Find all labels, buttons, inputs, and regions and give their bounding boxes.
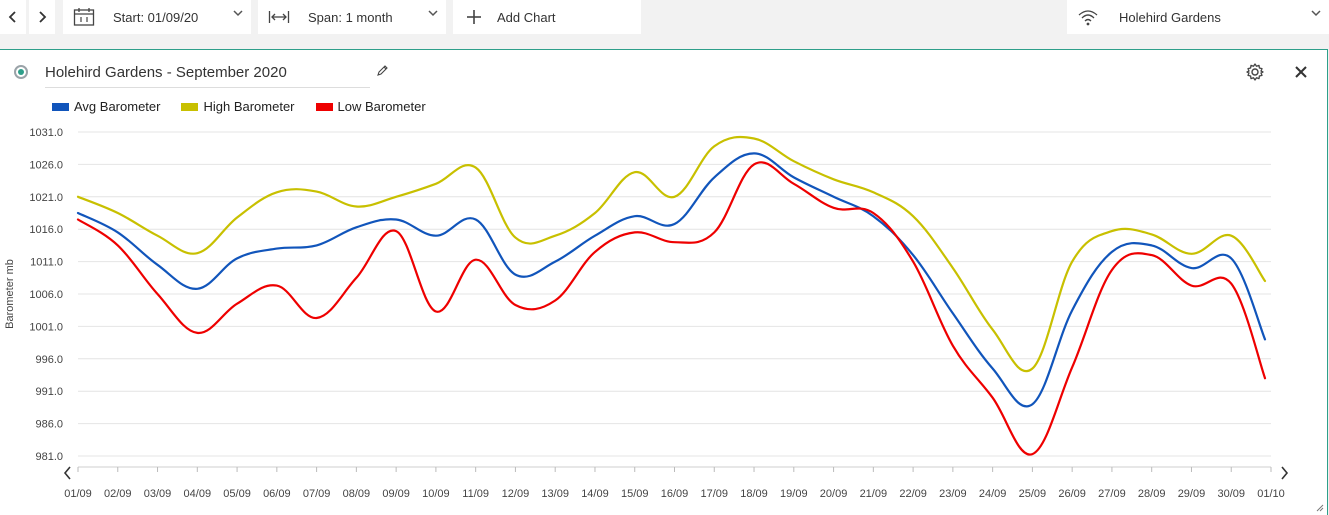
x-tick-label: 29/09 bbox=[1178, 488, 1206, 500]
x-tick-label: 11/09 bbox=[462, 488, 489, 500]
x-tick-label: 19/09 bbox=[780, 488, 808, 500]
y-tick-label: 1031.0 bbox=[29, 127, 63, 139]
x-tick-label: 18/09 bbox=[740, 488, 768, 500]
previous-period-button[interactable] bbox=[0, 0, 26, 34]
x-tick-label: 24/09 bbox=[979, 488, 1007, 500]
legend-swatch bbox=[181, 102, 199, 111]
x-tick-label: 09/09 bbox=[382, 488, 410, 500]
span-arrows-icon bbox=[266, 4, 292, 30]
legend-item-avg[interactable]: Avg Barometer bbox=[52, 99, 160, 114]
chevron-left-icon[interactable] bbox=[63, 466, 71, 480]
x-tick-label: 13/09 bbox=[541, 488, 569, 500]
toolbar: Start: 01/09/20 Span: 1 month Add Chart … bbox=[0, 0, 1329, 36]
x-tick-label: 01/09 bbox=[64, 488, 92, 500]
y-tick-label: 986.0 bbox=[35, 419, 63, 431]
x-tick-label: 22/09 bbox=[899, 488, 927, 500]
y-tick-label: 1026.0 bbox=[29, 159, 63, 171]
series-line-avg-barometer bbox=[76, 152, 1267, 408]
chevron-right-icon bbox=[39, 11, 47, 23]
location-select[interactable]: Holehird Gardens bbox=[1067, 0, 1329, 34]
legend-item-high[interactable]: High Barometer bbox=[181, 99, 295, 114]
plus-icon bbox=[461, 4, 487, 30]
x-tick-label: 07/09 bbox=[303, 488, 331, 500]
y-tick-label: 1011.0 bbox=[30, 257, 63, 269]
y-axis-label: Barometer mb bbox=[4, 259, 16, 329]
legend-swatch bbox=[52, 102, 69, 111]
y-tick-label: 991.0 bbox=[35, 386, 63, 398]
y-tick-label: 1021.0 bbox=[29, 192, 63, 204]
chevron-left-icon bbox=[8, 11, 16, 23]
chart-title-row: Holehird Gardens - September 2020 bbox=[0, 50, 1327, 96]
status-indicator-icon bbox=[14, 65, 28, 79]
x-tick-label: 04/09 bbox=[184, 488, 212, 500]
x-tick-label: 01/10 bbox=[1257, 488, 1285, 500]
x-tick-label: 23/09 bbox=[939, 488, 967, 500]
x-tick-label: 14/09 bbox=[581, 488, 609, 500]
next-period-button[interactable] bbox=[29, 0, 55, 34]
y-tick-label: 996.0 bbox=[35, 354, 63, 366]
y-tick-label: 981.0 bbox=[35, 451, 63, 463]
pencil-icon[interactable] bbox=[375, 64, 389, 78]
gear-icon[interactable] bbox=[1245, 62, 1265, 82]
x-tick-label: 12/09 bbox=[502, 488, 530, 500]
x-tick-label: 03/09 bbox=[144, 488, 172, 500]
chevron-right-icon[interactable] bbox=[1281, 466, 1289, 480]
legend-label: Low Barometer bbox=[337, 99, 426, 114]
chart-title[interactable]: Holehird Gardens - September 2020 bbox=[45, 64, 370, 88]
x-tick-label: 02/09 bbox=[104, 488, 132, 500]
x-tick-label: 15/09 bbox=[621, 488, 649, 500]
legend-item-low[interactable]: Low Barometer bbox=[315, 99, 426, 114]
calendar-icon bbox=[71, 4, 97, 30]
wireless-signal-icon bbox=[1075, 4, 1101, 30]
x-tick-label: 28/09 bbox=[1138, 488, 1166, 500]
series-line-low-barometer bbox=[76, 161, 1267, 456]
x-tick-label: 25/09 bbox=[1019, 488, 1047, 500]
x-tick-label: 27/09 bbox=[1098, 488, 1126, 500]
chart-panel: Holehird Gardens - September 2020 Avg Ba… bbox=[0, 49, 1328, 515]
span-label: Span: 1 month bbox=[308, 9, 393, 25]
x-tick-label: 17/09 bbox=[701, 488, 729, 500]
resize-grip-icon[interactable] bbox=[1316, 504, 1324, 512]
x-tick-label: 30/09 bbox=[1217, 488, 1245, 500]
location-label: Holehird Gardens bbox=[1119, 9, 1221, 25]
y-tick-label: 1001.0 bbox=[29, 321, 63, 333]
start-date-label: Start: 01/09/20 bbox=[113, 9, 199, 25]
y-tick-label: 1006.0 bbox=[29, 289, 63, 301]
span-select[interactable]: Span: 1 month bbox=[258, 0, 446, 34]
close-icon[interactable] bbox=[1293, 64, 1309, 80]
chevron-down-icon bbox=[428, 10, 438, 17]
x-tick-label: 10/09 bbox=[422, 488, 450, 500]
chevron-down-icon bbox=[1311, 10, 1321, 17]
add-chart-button[interactable]: Add Chart bbox=[453, 0, 641, 34]
add-chart-label: Add Chart bbox=[497, 9, 556, 25]
barometer-chart: 1031.0 1026.0 1021.0 1016.0 1011.0 1006.0 1001… bbox=[4, 127, 1289, 500]
x-tick-label: 26/09 bbox=[1058, 488, 1086, 500]
x-tick-label: 16/09 bbox=[661, 488, 689, 500]
x-tick-label: 20/09 bbox=[820, 488, 848, 500]
x-tick-label: 06/09 bbox=[263, 488, 291, 500]
series-line-high-barometer bbox=[76, 135, 1267, 373]
chevron-down-icon bbox=[233, 10, 243, 17]
legend-swatch bbox=[315, 102, 333, 111]
legend-label: Avg Barometer bbox=[74, 99, 161, 114]
y-tick-label: 1016.0 bbox=[29, 224, 63, 236]
x-tick-label: 05/09 bbox=[223, 488, 251, 500]
legend-label: High Barometer bbox=[203, 99, 295, 114]
start-date-select[interactable]: Start: 01/09/20 bbox=[63, 0, 251, 34]
x-tick-label: 08/09 bbox=[343, 488, 371, 500]
x-tick-label: 21/09 bbox=[860, 488, 888, 500]
chart-legend: Avg Barometer High Barometer Low Baromet… bbox=[52, 99, 447, 114]
